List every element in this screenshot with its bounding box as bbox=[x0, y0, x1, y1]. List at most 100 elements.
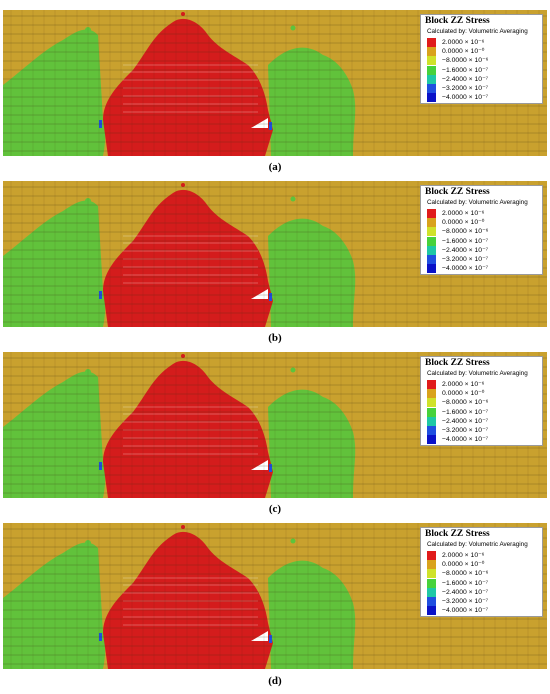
legend-value: −4.0000 × 10⁻⁷ bbox=[442, 607, 489, 615]
right-transition-zone bbox=[268, 560, 356, 669]
left-transition-zone bbox=[3, 29, 106, 156]
tension-spot-right bbox=[269, 464, 272, 472]
legend-entry: 0.0000 × 10⁻⁰ bbox=[427, 218, 539, 228]
legend-value: −1.6000 × 10⁻⁷ bbox=[442, 237, 489, 245]
legend-value: 2.0000 × 10⁻⁶ bbox=[442, 552, 485, 559]
legend-entry: −4.0000 × 10⁻⁷ bbox=[427, 435, 539, 445]
legend-entry: −2.4000 × 10⁻⁷ bbox=[427, 74, 539, 84]
crack-gap bbox=[251, 289, 268, 299]
legend-swatch bbox=[427, 606, 436, 616]
right-transition-zone bbox=[268, 389, 356, 498]
legend-swatch bbox=[427, 264, 436, 274]
crack-gap bbox=[251, 118, 268, 128]
legend-swatch bbox=[427, 389, 436, 399]
legend-entry: −8.0000 × 10⁻⁶ bbox=[427, 56, 539, 66]
compression-arch bbox=[103, 189, 273, 327]
legend-swatch bbox=[427, 560, 436, 570]
fragment bbox=[181, 354, 185, 358]
legend-swatch bbox=[427, 47, 436, 57]
tension-spot-right bbox=[269, 122, 272, 130]
legend-entry: −3.2000 × 10⁻⁷ bbox=[427, 84, 539, 93]
legend-swatch bbox=[427, 38, 436, 47]
compression-arch bbox=[103, 360, 273, 498]
stress-legend: Block ZZ Stress Calculated by: Volumetri… bbox=[420, 356, 543, 446]
legend-entry: −1.6000 × 10⁻⁷ bbox=[427, 236, 539, 246]
stress-panel-a: Block ZZ Stress Calculated by: Volumetri… bbox=[3, 10, 547, 156]
stress-panel-c: Block ZZ Stress Calculated by: Volumetri… bbox=[3, 352, 547, 498]
legend-swatch bbox=[427, 56, 436, 66]
legend-swatch bbox=[427, 407, 436, 417]
legend-swatch bbox=[427, 578, 436, 588]
legend-entry: −4.0000 × 10⁻⁷ bbox=[427, 264, 539, 274]
legend-subtitle: Calculated by: Volumetric Averaging bbox=[427, 541, 528, 548]
legend-entry: 2.0000 × 10⁻⁶ bbox=[427, 380, 539, 389]
panel-caption-c: (c) bbox=[268, 503, 282, 515]
left-transition-zone bbox=[3, 200, 106, 327]
stress-legend: Block ZZ Stress Calculated by: Volumetri… bbox=[420, 185, 543, 275]
legend-entry: −4.0000 × 10⁻⁷ bbox=[427, 606, 539, 616]
legend-swatch bbox=[427, 435, 436, 445]
legend-value: −4.0000 × 10⁻⁷ bbox=[442, 265, 489, 273]
legend-swatch bbox=[427, 380, 436, 389]
legend-entry: −8.0000 × 10⁻⁶ bbox=[427, 398, 539, 408]
legend-value: −3.2000 × 10⁻⁷ bbox=[442, 256, 489, 263]
legend-swatch bbox=[427, 218, 436, 228]
legend-entry: 2.0000 × 10⁻⁶ bbox=[427, 209, 539, 218]
legend-value: −3.2000 × 10⁻⁷ bbox=[442, 85, 489, 92]
fragment bbox=[290, 538, 296, 544]
fragment bbox=[181, 183, 185, 187]
legend-swatch bbox=[427, 398, 436, 408]
right-transition-zone bbox=[268, 47, 356, 156]
legend-entry: 0.0000 × 10⁻⁰ bbox=[427, 560, 539, 570]
fragment bbox=[290, 25, 296, 31]
tension-spot-right bbox=[269, 635, 272, 643]
legend-value: 0.0000 × 10⁻⁰ bbox=[442, 219, 485, 227]
fragment bbox=[290, 367, 296, 373]
legend-entry: −3.2000 × 10⁻⁷ bbox=[427, 597, 539, 606]
panel-caption-d: (d) bbox=[268, 675, 282, 687]
legend-swatch bbox=[427, 65, 436, 75]
legend-value: −3.2000 × 10⁻⁷ bbox=[442, 598, 489, 605]
panel-caption-a: (a) bbox=[268, 161, 282, 173]
legend-value: −1.6000 × 10⁻⁷ bbox=[442, 66, 489, 74]
fragment bbox=[85, 27, 91, 33]
tension-spot-left bbox=[99, 462, 102, 470]
legend-value: −2.4000 × 10⁻⁷ bbox=[442, 588, 489, 596]
right-transition-zone bbox=[268, 218, 356, 327]
fragment bbox=[85, 369, 91, 375]
stress-panel-b: Block ZZ Stress Calculated by: Volumetri… bbox=[3, 181, 547, 327]
legend-swatch bbox=[427, 236, 436, 246]
legend-subtitle: Calculated by: Volumetric Averaging bbox=[427, 370, 528, 377]
fragment bbox=[181, 525, 185, 529]
tension-spot-left bbox=[99, 633, 102, 641]
legend-value: 2.0000 × 10⁻⁶ bbox=[442, 381, 485, 388]
legend-value: 2.0000 × 10⁻⁶ bbox=[442, 39, 485, 46]
legend-entry: −4.0000 × 10⁻⁷ bbox=[427, 93, 539, 103]
legend-swatch bbox=[427, 597, 436, 606]
stress-panel-d: Block ZZ Stress Calculated by: Volumetri… bbox=[3, 523, 547, 669]
legend-entry: −2.4000 × 10⁻⁷ bbox=[427, 416, 539, 426]
legend-title: Block ZZ Stress bbox=[425, 529, 490, 539]
legend-swatch bbox=[427, 84, 436, 93]
legend-entry: −8.0000 × 10⁻⁶ bbox=[427, 569, 539, 579]
legend-entry: −3.2000 × 10⁻⁷ bbox=[427, 255, 539, 264]
stress-legend: Block ZZ Stress Calculated by: Volumetri… bbox=[420, 14, 543, 104]
fragment bbox=[85, 540, 91, 546]
legend-value: 0.0000 × 10⁻⁰ bbox=[442, 561, 485, 569]
legend-value: 0.0000 × 10⁻⁰ bbox=[442, 390, 485, 398]
legend-subtitle: Calculated by: Volumetric Averaging bbox=[427, 199, 528, 206]
fragment bbox=[290, 196, 296, 202]
legend-entry: −2.4000 × 10⁻⁷ bbox=[427, 245, 539, 255]
fragment bbox=[181, 12, 185, 16]
legend-entry: −2.4000 × 10⁻⁷ bbox=[427, 587, 539, 597]
legend-entry: −3.2000 × 10⁻⁷ bbox=[427, 426, 539, 435]
legend-swatch bbox=[427, 245, 436, 255]
panel-caption-b: (b) bbox=[268, 332, 282, 344]
legend-swatch bbox=[427, 74, 436, 84]
legend-swatch bbox=[427, 426, 436, 435]
tension-spot-right bbox=[269, 293, 272, 301]
legend-entry: −1.6000 × 10⁻⁷ bbox=[427, 65, 539, 75]
legend-swatch bbox=[427, 209, 436, 218]
compression-arch bbox=[103, 531, 273, 669]
tension-spot-left bbox=[99, 291, 102, 299]
